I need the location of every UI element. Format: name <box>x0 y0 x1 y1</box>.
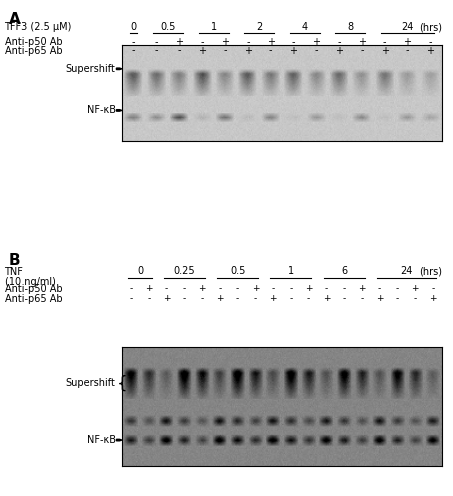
Text: -: - <box>218 284 222 293</box>
Text: 0: 0 <box>130 22 137 32</box>
Text: Supershift: Supershift <box>66 64 116 74</box>
Text: Supershift: Supershift <box>66 378 116 388</box>
Text: -: - <box>183 284 186 293</box>
Text: -: - <box>165 284 169 293</box>
Text: {: { <box>117 374 127 392</box>
Text: 4: 4 <box>302 22 308 32</box>
Text: -: - <box>236 284 239 293</box>
Text: 2: 2 <box>256 22 262 32</box>
Text: -: - <box>307 294 310 303</box>
Text: TNF: TNF <box>5 267 24 277</box>
Text: +: + <box>312 37 320 47</box>
Text: +: + <box>429 294 437 303</box>
Text: +: + <box>266 37 275 47</box>
Text: -: - <box>395 294 399 303</box>
Text: -: - <box>292 37 295 47</box>
Text: +: + <box>426 46 434 56</box>
Text: +: + <box>175 37 183 47</box>
Text: +: + <box>145 284 153 293</box>
Text: -: - <box>429 37 432 47</box>
Text: +: + <box>381 46 389 56</box>
Text: -: - <box>130 284 133 293</box>
Text: -: - <box>223 46 226 56</box>
Text: Anti-p65 Ab: Anti-p65 Ab <box>5 294 62 304</box>
Text: -: - <box>246 37 250 47</box>
Text: -: - <box>254 294 257 303</box>
Text: 8: 8 <box>347 22 353 32</box>
Text: 0.25: 0.25 <box>173 266 195 276</box>
Text: -: - <box>431 284 434 293</box>
Text: 6: 6 <box>341 266 347 276</box>
Text: +: + <box>163 294 170 303</box>
Text: -: - <box>132 37 135 47</box>
Text: A: A <box>9 12 21 27</box>
Text: -: - <box>178 46 181 56</box>
Text: -: - <box>337 37 341 47</box>
Text: -: - <box>325 284 328 293</box>
Text: +: + <box>251 284 259 293</box>
Text: +: + <box>358 37 366 47</box>
Text: TFF3 (2.5 μM): TFF3 (2.5 μM) <box>5 22 72 32</box>
Text: -: - <box>314 46 318 56</box>
Text: B: B <box>9 253 21 268</box>
Text: (hrs): (hrs) <box>419 266 442 276</box>
Text: -: - <box>201 294 204 303</box>
Text: -: - <box>378 284 381 293</box>
Text: +: + <box>216 294 224 303</box>
Text: -: - <box>155 46 158 56</box>
Text: -: - <box>289 284 293 293</box>
Text: NF-κB: NF-κB <box>87 435 116 445</box>
Text: -: - <box>236 294 239 303</box>
Text: Anti-p50 Ab: Anti-p50 Ab <box>5 37 62 47</box>
Text: -: - <box>289 294 293 303</box>
Text: +: + <box>244 46 252 56</box>
Text: Anti-p50 Ab: Anti-p50 Ab <box>5 284 62 294</box>
Text: +: + <box>270 294 277 303</box>
Text: -: - <box>269 46 272 56</box>
Text: -: - <box>271 284 275 293</box>
Text: +: + <box>305 284 313 293</box>
Text: -: - <box>155 37 158 47</box>
Text: 0: 0 <box>137 266 143 276</box>
Text: +: + <box>289 46 298 56</box>
Text: 24: 24 <box>401 22 414 32</box>
Text: -: - <box>132 46 135 56</box>
Text: (hrs): (hrs) <box>419 22 442 32</box>
Text: +: + <box>198 46 206 56</box>
Text: 24: 24 <box>400 266 412 276</box>
Text: -: - <box>383 37 386 47</box>
Text: 1: 1 <box>288 266 294 276</box>
Text: +: + <box>323 294 330 303</box>
Text: +: + <box>358 284 366 293</box>
Text: -: - <box>414 294 417 303</box>
Text: -: - <box>395 284 399 293</box>
Text: 0.5: 0.5 <box>160 22 176 32</box>
Text: -: - <box>130 294 133 303</box>
Text: -: - <box>342 284 346 293</box>
Text: +: + <box>198 284 206 293</box>
Text: Anti-p65 Ab: Anti-p65 Ab <box>5 46 62 56</box>
Text: +: + <box>411 284 419 293</box>
Text: -: - <box>406 46 409 56</box>
Text: -: - <box>360 294 363 303</box>
Text: NF-κB: NF-κB <box>87 106 116 116</box>
Text: (10 ng/ml): (10 ng/ml) <box>5 277 55 287</box>
Text: -: - <box>183 294 186 303</box>
Text: -: - <box>200 37 204 47</box>
Text: 1: 1 <box>211 22 217 32</box>
Text: +: + <box>376 294 383 303</box>
Text: +: + <box>221 37 229 47</box>
Text: +: + <box>404 37 411 47</box>
Text: 0.5: 0.5 <box>230 266 246 276</box>
Text: +: + <box>335 46 343 56</box>
Text: -: - <box>360 46 364 56</box>
Text: -: - <box>147 294 150 303</box>
Text: -: - <box>342 294 346 303</box>
